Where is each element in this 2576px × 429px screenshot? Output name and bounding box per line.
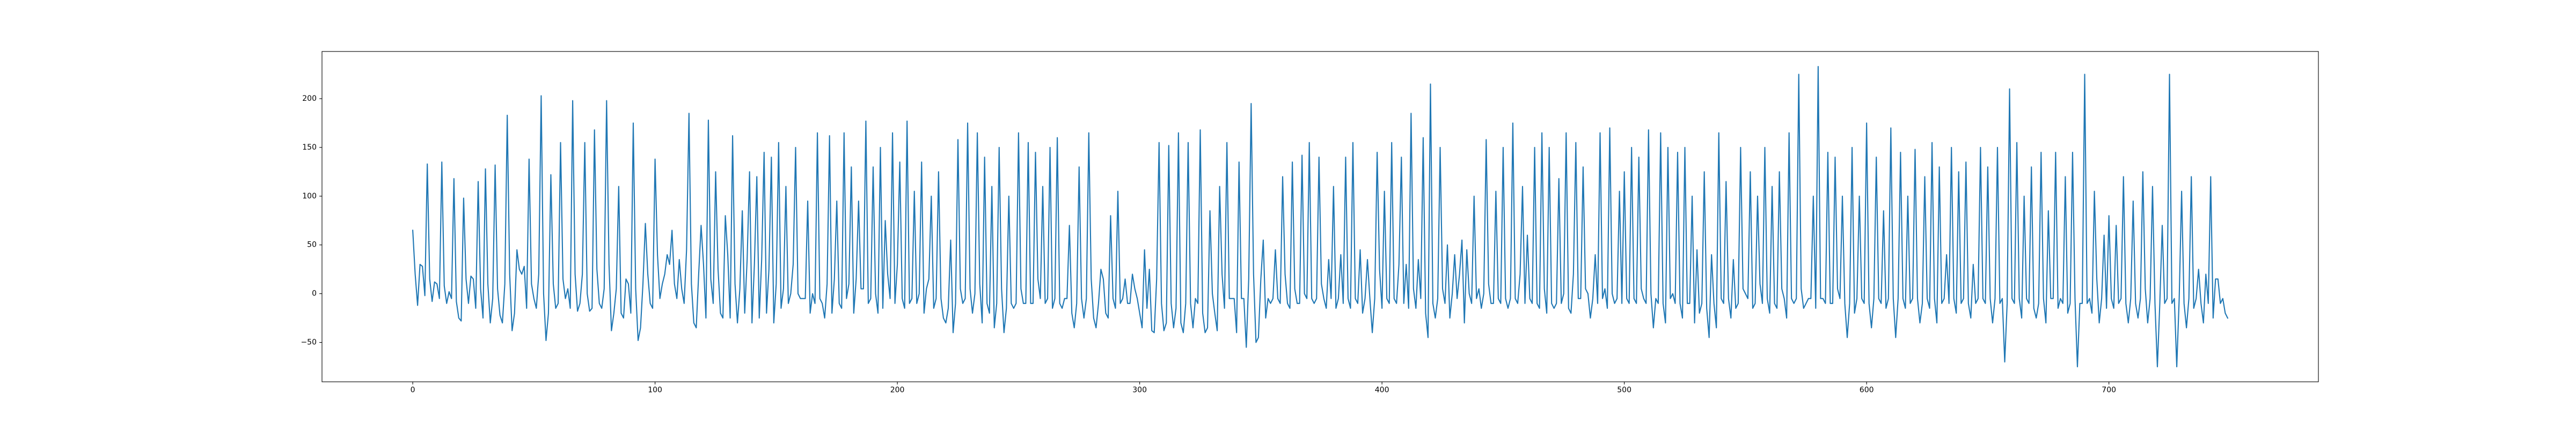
y-tick-label: 50 [307, 241, 317, 249]
y-tick-label: −50 [301, 338, 317, 347]
x-tick-label: 700 [2102, 386, 2116, 395]
y-tick-label: 200 [302, 94, 317, 103]
x-tick-label: 100 [648, 386, 662, 395]
axes-frame [321, 51, 2319, 382]
x-tick-label: 400 [1375, 386, 1389, 395]
x-tick-label: 200 [890, 386, 905, 395]
y-tick-label: 100 [302, 192, 317, 201]
y-tick-label: 150 [302, 143, 317, 152]
data-line [412, 65, 2229, 368]
x-tick-label: 500 [1617, 386, 1631, 395]
x-tick-label: 600 [1860, 386, 1874, 395]
y-tick-label: 0 [312, 290, 317, 298]
x-tick-label: 300 [1132, 386, 1147, 395]
x-tick-label: 0 [411, 386, 415, 395]
